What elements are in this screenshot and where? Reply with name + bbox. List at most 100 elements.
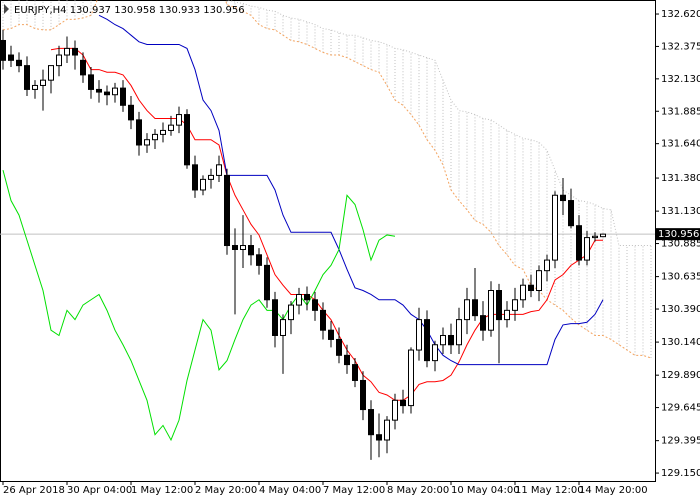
candle-body bbox=[536, 270, 542, 292]
x-tick-label: 11 May 12:00 bbox=[515, 485, 584, 496]
candle-body bbox=[128, 104, 134, 121]
candle-body bbox=[72, 47, 78, 56]
candle-body bbox=[288, 304, 294, 321]
candle-body bbox=[88, 74, 94, 90]
candle-body bbox=[136, 119, 142, 146]
candle-body bbox=[472, 299, 478, 317]
candle-body bbox=[528, 284, 534, 292]
candle-body bbox=[392, 399, 398, 421]
candle-body bbox=[368, 409, 374, 436]
y-tick-label: 131.640 bbox=[661, 139, 700, 150]
candle-body bbox=[8, 54, 14, 61]
candle-body bbox=[120, 87, 126, 106]
x-tick-label: 4 May 04:00 bbox=[259, 485, 321, 496]
candle-body bbox=[24, 65, 30, 90]
candle-body bbox=[64, 47, 70, 56]
chart-title: EURJPY,H4 130.937 130.958 130.933 130.95… bbox=[14, 5, 245, 16]
x-tick-label: 1 May 12:00 bbox=[131, 485, 193, 496]
candle-body bbox=[304, 293, 310, 301]
plot-frame bbox=[0, 0, 656, 482]
candle-body bbox=[552, 194, 558, 261]
candle-body bbox=[456, 319, 462, 346]
candle-body bbox=[256, 254, 262, 266]
candle-body bbox=[584, 237, 590, 261]
candle-body bbox=[104, 91, 110, 96]
candle-body bbox=[352, 364, 358, 381]
y-tick-label: 129.890 bbox=[661, 370, 700, 381]
candle-body bbox=[496, 290, 502, 321]
y-tick-label: 130.140 bbox=[661, 337, 700, 348]
candle-body bbox=[320, 309, 326, 331]
indicator-line bbox=[2, 169, 396, 442]
candle-body bbox=[544, 259, 550, 272]
price-box-label: 130.956 bbox=[658, 229, 699, 240]
indicator-line bbox=[50, 47, 603, 401]
candle-body bbox=[176, 114, 182, 126]
candle-body bbox=[16, 59, 22, 67]
plot-area bbox=[0, 0, 655, 460]
candle-body bbox=[48, 65, 54, 81]
y-tick-label: 131.885 bbox=[661, 106, 700, 117]
candle-body bbox=[336, 338, 342, 356]
candle-body bbox=[448, 334, 454, 346]
candle-body bbox=[56, 54, 62, 67]
candle-body bbox=[560, 194, 566, 202]
y-tick-label: 131.380 bbox=[661, 173, 700, 184]
candle-body bbox=[208, 174, 214, 180]
menu-arrow[interactable] bbox=[4, 4, 9, 14]
candle-body bbox=[112, 87, 118, 96]
x-tick-label: 8 May 20:00 bbox=[387, 485, 449, 496]
candle-body bbox=[376, 434, 382, 441]
candle-body bbox=[312, 299, 318, 311]
candle-body bbox=[152, 133, 158, 141]
x-tick-label: 26 Apr 2018 bbox=[3, 485, 65, 496]
y-tick-label: 130.390 bbox=[661, 304, 700, 315]
candle-body bbox=[240, 245, 246, 250]
y-tick-label: 129.150 bbox=[661, 468, 700, 479]
candle-body bbox=[576, 225, 582, 261]
candle-body bbox=[200, 178, 206, 191]
candle-body bbox=[600, 233, 606, 238]
y-tick-label: 132.375 bbox=[661, 41, 700, 52]
candle-body bbox=[488, 290, 494, 331]
candle-body bbox=[432, 344, 438, 362]
candle-body bbox=[344, 354, 350, 366]
candle-body bbox=[168, 124, 174, 131]
candle-body bbox=[144, 139, 150, 146]
indicator-line bbox=[98, 14, 604, 366]
candle-body bbox=[328, 329, 334, 340]
candle-body bbox=[0, 39, 6, 61]
candle-body bbox=[248, 245, 254, 256]
candle-body bbox=[512, 299, 518, 311]
candle-body bbox=[272, 299, 278, 336]
x-tick-label: 10 May 04:00 bbox=[451, 485, 520, 496]
candle-body bbox=[568, 200, 574, 227]
y-tick-label: 129.395 bbox=[661, 436, 700, 447]
candle-body bbox=[464, 299, 470, 321]
candle-body bbox=[232, 245, 238, 250]
candle-body bbox=[160, 129, 166, 135]
x-tick-label: 14 May 20:00 bbox=[579, 485, 648, 496]
candle-body bbox=[32, 84, 38, 90]
y-tick-label: 130.885 bbox=[661, 239, 700, 250]
candle-body bbox=[416, 319, 422, 351]
y-tick-label: 132.130 bbox=[661, 74, 700, 85]
candle-body bbox=[408, 349, 414, 407]
candle-body bbox=[520, 284, 526, 301]
candle-body bbox=[384, 419, 390, 441]
candle-body bbox=[80, 59, 86, 76]
candle-body bbox=[184, 114, 190, 166]
candle-body bbox=[96, 88, 102, 93]
candle-body bbox=[280, 319, 286, 336]
y-tick-label: 132.620 bbox=[661, 9, 700, 20]
price-box bbox=[655, 228, 700, 241]
y-tick-label: 129.645 bbox=[661, 403, 700, 414]
y-tick-label: 130.635 bbox=[661, 272, 700, 283]
candle-body bbox=[400, 399, 406, 407]
candle-body bbox=[264, 264, 270, 301]
x-tick-label: 7 May 12:00 bbox=[323, 485, 385, 496]
candle-body bbox=[192, 164, 198, 191]
y-tick-label: 131.130 bbox=[661, 206, 700, 217]
candle-body bbox=[40, 79, 46, 86]
candle-body bbox=[592, 235, 598, 239]
